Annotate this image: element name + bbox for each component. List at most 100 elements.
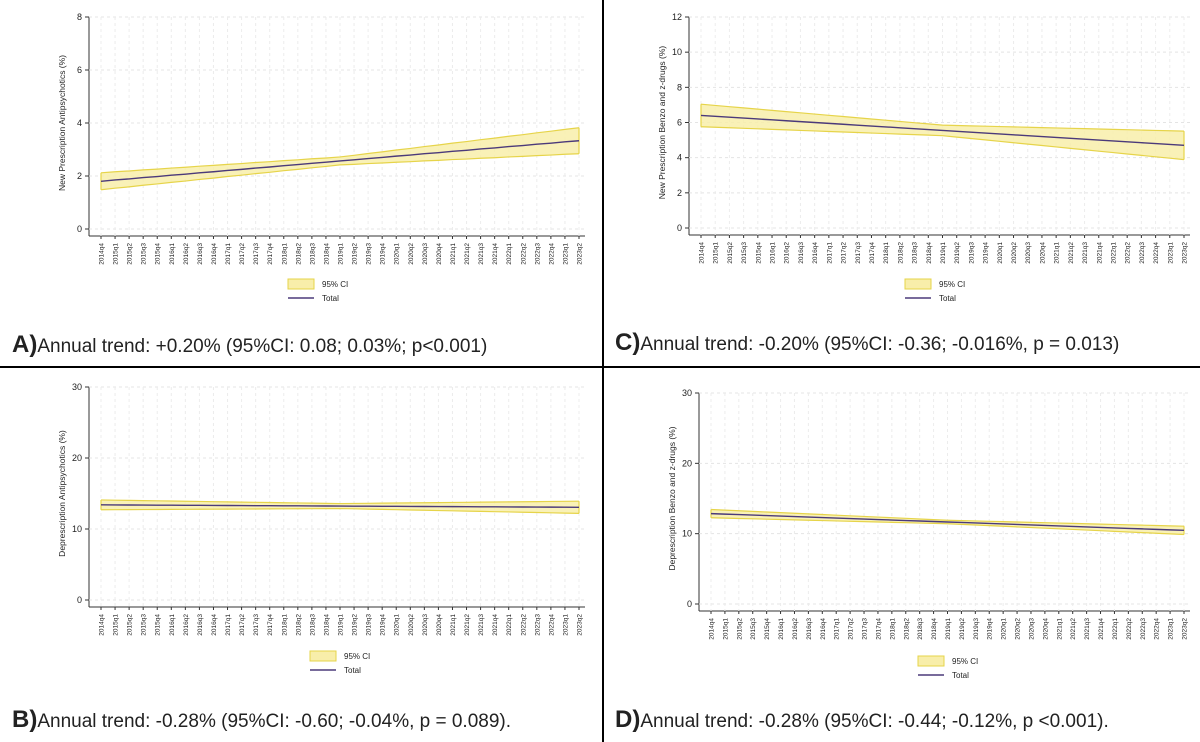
x-tick-label: 2015q1 — [113, 243, 120, 265]
x-tick-label: 2021q4 — [1098, 618, 1105, 640]
x-tick-label: 2017q3 — [253, 243, 260, 265]
y-tick-label: 6 — [77, 65, 82, 75]
x-tick-label: 2022q4 — [548, 243, 555, 265]
legend-label: 95% CI — [939, 280, 965, 289]
x-tick-label: 2021q1 — [450, 614, 457, 636]
x-tick-label: 2022q2 — [520, 614, 527, 636]
x-tick-label: 2022q1 — [506, 243, 513, 265]
y-tick-label: 0 — [77, 595, 82, 605]
x-tick-label: 2021q3 — [1082, 242, 1089, 264]
x-tick-label: 2015q3 — [741, 242, 748, 264]
y-tick-label: 0 — [687, 599, 692, 609]
y-tick-label: 2 — [77, 171, 82, 181]
caption-text: Annual trend: -0.20% (95%CI: -0.36; -0.0… — [640, 334, 1119, 355]
x-tick-label: 2020q4 — [1039, 242, 1046, 264]
x-tick-label: 2020q3 — [422, 243, 429, 265]
x-tick-label: 2018q4 — [323, 243, 330, 265]
x-tick-label: 2015q3 — [141, 243, 148, 265]
x-tick-label: 2017q2 — [239, 614, 246, 636]
x-tick-label: 2023q2 — [577, 243, 584, 265]
x-tick-label: 2015q2 — [127, 614, 134, 636]
x-tick-label: 2022q1 — [1112, 618, 1119, 640]
x-tick-label: 2023q1 — [562, 243, 569, 265]
x-tick-label: 2015q3 — [750, 618, 757, 640]
x-tick-label: 2023q2 — [1182, 618, 1189, 640]
x-tick-label: 2023q2 — [1182, 242, 1189, 264]
x-tick-label: 2023q1 — [1167, 242, 1174, 264]
x-tick-label: 2021q4 — [492, 243, 499, 265]
x-tick-label: 2016q4 — [820, 618, 827, 640]
x-tick-label: 2019q3 — [366, 614, 373, 636]
x-tick-label: 2015q1 — [713, 242, 720, 264]
x-tick-label: 2017q3 — [253, 614, 260, 636]
x-tick-label: 2016q3 — [798, 242, 805, 264]
x-tick-label: 2019q3 — [973, 618, 980, 640]
x-tick-label: 2023q1 — [562, 614, 569, 636]
x-tick-label: 2016q4 — [812, 242, 819, 264]
x-tick-label: 2015q4 — [155, 614, 162, 636]
x-tick-label: 2023q1 — [1168, 618, 1175, 640]
y-tick-label: 0 — [677, 223, 682, 233]
y-tick-label: 4 — [677, 153, 682, 163]
x-tick-label: 2021q1 — [450, 243, 457, 265]
legend-swatch — [287, 278, 315, 290]
x-tick-label: 2016q4 — [211, 243, 218, 265]
caption: C)Annual trend: -0.20% (95%CI: -0.36; -0… — [615, 329, 1119, 356]
y-axis-label: Deprescription Benzo and z-drugs (%) — [667, 426, 677, 570]
x-tick-label: 2022q1 — [1110, 242, 1117, 264]
x-tick-label: 2017q4 — [267, 614, 274, 636]
x-tick-label: 2015q3 — [141, 614, 148, 636]
x-tick-label: 2018q2 — [295, 243, 302, 265]
x-tick-label: 2017q1 — [225, 614, 232, 636]
y-tick-label: 8 — [677, 82, 682, 92]
caption: D)Annual trend: -0.28% (95%CI: -0.44; -0… — [615, 706, 1109, 733]
x-tick-label: 2022q3 — [1140, 618, 1147, 640]
caption: A)Annual trend: +0.20% (95%CI: 0.08; 0.0… — [12, 331, 487, 358]
x-tick-label: 2016q1 — [770, 242, 777, 264]
x-tick-label: 2016q3 — [197, 614, 204, 636]
ci-upper — [100, 499, 580, 505]
x-tick-label: 2016q1 — [169, 243, 176, 265]
x-tick-label: 2017q4 — [875, 618, 882, 640]
x-tick-label: 2017q1 — [225, 243, 232, 265]
x-tick-label: 2016q2 — [784, 242, 791, 264]
x-tick-label: 2020q4 — [436, 614, 443, 636]
y-tick-label: 20 — [72, 453, 82, 463]
legend-swatch — [309, 650, 337, 662]
legend-label: Total — [344, 666, 361, 675]
ci-upper — [100, 127, 580, 174]
x-tick-label: 2021q3 — [1084, 618, 1091, 640]
x-tick-label: 2019q1 — [945, 618, 952, 640]
ci-upper — [700, 103, 1185, 132]
x-tick-label: 2019q1 — [338, 614, 345, 636]
x-tick-label: 2020q3 — [1025, 242, 1032, 264]
x-tick-label: 2015q2 — [727, 242, 734, 264]
x-tick-label: 2020q2 — [408, 614, 415, 636]
y-axis-label: Deprescription Antipsychotics (%) — [57, 430, 67, 557]
y-tick-label: 4 — [77, 118, 82, 128]
x-tick-label: 2020q2 — [408, 243, 415, 265]
x-tick-label: 2021q2 — [464, 243, 471, 265]
x-tick-label: 2017q1 — [826, 242, 833, 264]
x-tick-label: 2021q2 — [464, 614, 471, 636]
ci-upper — [710, 508, 1185, 527]
x-tick-label: 2019q3 — [968, 242, 975, 264]
x-tick-label: 2020q1 — [1001, 618, 1008, 640]
x-tick-label: 2019q2 — [954, 242, 961, 264]
x-tick-label: 2017q4 — [267, 243, 274, 265]
x-tick-label: 2021q1 — [1056, 618, 1063, 640]
x-tick-label: 2020q2 — [1015, 618, 1022, 640]
x-tick-label: 2020q1 — [997, 242, 1004, 264]
x-tick-label: 2021q3 — [478, 243, 485, 265]
trend-line — [710, 512, 1185, 532]
y-tick-label: 10 — [682, 529, 692, 539]
x-tick-label: 2015q1 — [722, 618, 729, 640]
y-tick-label: 12 — [672, 12, 682, 22]
x-tick-label: 2016q3 — [806, 618, 813, 640]
x-tick-label: 2023q2 — [577, 614, 584, 636]
x-tick-label: 2017q2 — [239, 243, 246, 265]
x-tick-label: 2020q3 — [422, 614, 429, 636]
x-tick-label: 2019q4 — [380, 243, 387, 265]
x-tick-label: 2018q2 — [295, 614, 302, 636]
